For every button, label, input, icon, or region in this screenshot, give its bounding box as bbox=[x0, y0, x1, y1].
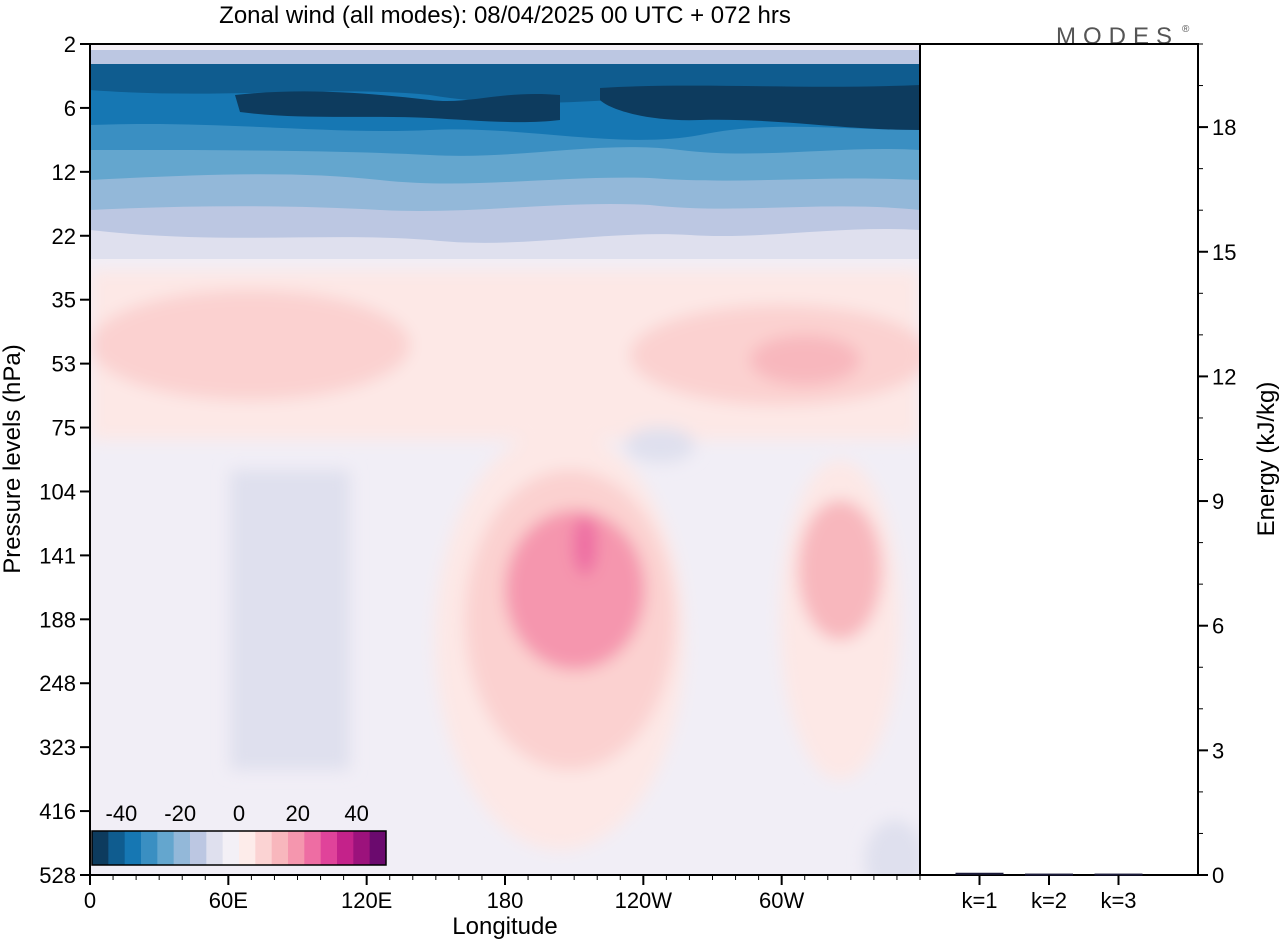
energy-category-label: k=3 bbox=[1100, 888, 1136, 913]
energy-tick-label: 9 bbox=[1212, 489, 1224, 514]
colorbar-swatch bbox=[369, 831, 387, 865]
x-tick-label: 60W bbox=[759, 888, 804, 913]
energy-bars bbox=[955, 872, 1143, 876]
energy-bar-k=2 bbox=[1025, 873, 1073, 876]
y-tick-label: 6 bbox=[64, 96, 76, 121]
colorbar-swatch bbox=[288, 831, 305, 865]
colorbar-legend: -40 -20 0 20 40 bbox=[91, 801, 387, 866]
colorbar-swatch bbox=[206, 831, 224, 865]
y-tick-label: 528 bbox=[39, 863, 76, 888]
y-tick-label: 75 bbox=[52, 416, 76, 441]
energy-tick-label: 6 bbox=[1212, 614, 1224, 639]
energy-tick-label: 12 bbox=[1212, 364, 1236, 389]
y-tick-label: 141 bbox=[39, 543, 76, 568]
colorbar-swatch bbox=[190, 831, 207, 865]
colorbar-swatch bbox=[320, 831, 338, 865]
westerly-band-east-core bbox=[750, 335, 860, 385]
energy-category-label: k=1 bbox=[961, 888, 997, 913]
y-tick-label: 22 bbox=[52, 224, 76, 249]
colorbar-tick-label: -40 bbox=[106, 801, 138, 826]
colorbar-swatch bbox=[239, 831, 256, 865]
weak-easterly-west bbox=[230, 470, 350, 770]
colorbar-swatch bbox=[141, 831, 158, 865]
y-tick-label: 104 bbox=[39, 479, 76, 504]
zonal-wind-contour-field bbox=[90, 44, 920, 875]
pacific-tongue-inner bbox=[505, 510, 645, 670]
colorbar-swatch bbox=[337, 831, 354, 865]
energy-tick-label: 0 bbox=[1212, 863, 1224, 888]
x-tick-label: 60E bbox=[209, 888, 248, 913]
colorbar-swatch bbox=[92, 831, 109, 865]
colorbar-swatch bbox=[124, 831, 142, 865]
colorbar-tick-label: 40 bbox=[344, 801, 368, 826]
colorbar-tick-label: -20 bbox=[164, 801, 196, 826]
energy-axis-label: Energy (kJ/kg) bbox=[1253, 382, 1280, 537]
colorbar-swatch bbox=[255, 831, 273, 865]
westerly-band-west-lobe bbox=[90, 290, 410, 400]
weak-easterly-east bbox=[625, 427, 695, 463]
y-tick-label: 12 bbox=[52, 160, 76, 185]
energy-tick-label: 3 bbox=[1212, 738, 1224, 763]
x-axis-label: Longitude bbox=[452, 913, 557, 940]
axes: 0 60E 120E 180 120W 60W2612223553751041411882… bbox=[39, 32, 1236, 913]
colorbar-swatch bbox=[304, 831, 322, 865]
brand-registered-mark: ® bbox=[1182, 24, 1190, 35]
colorbar-frame bbox=[91, 830, 387, 866]
weak-easterly-lower-right bbox=[865, 820, 920, 875]
pacific-tongue-core bbox=[573, 515, 597, 575]
energy-category-label: k=2 bbox=[1031, 888, 1067, 913]
y-tick-label: 323 bbox=[39, 735, 76, 760]
x-tick-label: 120E bbox=[341, 888, 392, 913]
chart-title: Zonal wind (all modes): 08/04/2025 00 UT… bbox=[219, 2, 791, 29]
colorbar-swatch bbox=[222, 831, 240, 865]
easterly-top-edge bbox=[90, 44, 920, 50]
x-tick-label: 120W bbox=[615, 888, 673, 913]
y-tick-label: 188 bbox=[39, 607, 76, 632]
x-tick-label: 180 bbox=[487, 888, 524, 913]
y-tick-label: 248 bbox=[39, 671, 76, 696]
colorbar-tick-label: 20 bbox=[286, 801, 310, 826]
east-pacific-inner bbox=[798, 500, 882, 640]
easterly-core-east bbox=[600, 85, 920, 130]
energy-panel-frame bbox=[919, 43, 1199, 876]
energy-bar-k=1 bbox=[955, 872, 1004, 875]
x-tick-label: 0 bbox=[84, 888, 96, 913]
colorbar-swatch bbox=[157, 831, 175, 865]
y-tick-label: 53 bbox=[52, 352, 76, 377]
easterly-core bbox=[235, 91, 560, 123]
y-tick-label: 35 bbox=[52, 288, 76, 313]
energy-tick-label: 18 bbox=[1212, 115, 1236, 140]
colorbar-swatch bbox=[271, 831, 289, 865]
y-tick-label: 416 bbox=[39, 799, 76, 824]
colorbar-swatch bbox=[108, 831, 126, 865]
colorbar-swatch bbox=[173, 831, 191, 865]
y-tick-label: 2 bbox=[64, 32, 76, 57]
y-axis-label: Pressure levels (hPa) bbox=[0, 344, 26, 573]
energy-tick-label: 15 bbox=[1212, 240, 1236, 265]
colorbar-swatch bbox=[353, 831, 371, 865]
colorbar-tick-label: 0 bbox=[233, 801, 245, 826]
energy-bar-k=3 bbox=[1094, 873, 1143, 876]
